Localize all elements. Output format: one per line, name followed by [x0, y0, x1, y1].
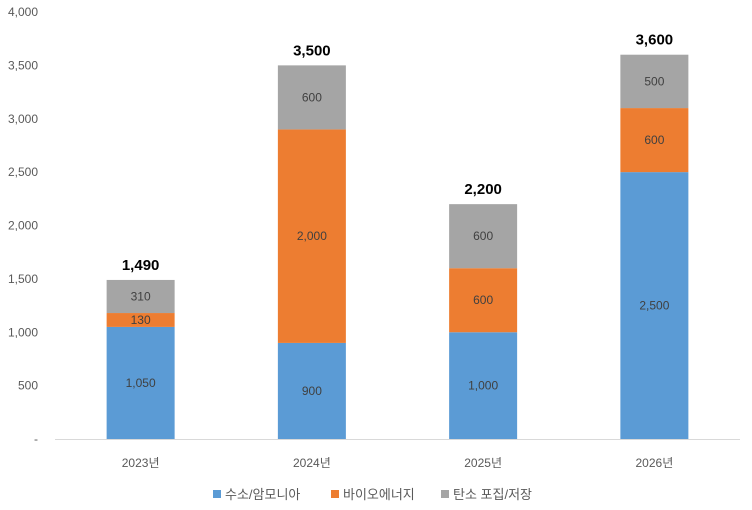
legend-swatch	[441, 490, 449, 498]
x-tick-label: 2023년	[122, 456, 160, 470]
y-tick-label: -	[34, 432, 38, 446]
bar-segment	[620, 54, 689, 109]
data-label: 500	[644, 74, 664, 88]
bar-segment	[449, 204, 518, 269]
data-label: 130	[131, 313, 151, 327]
y-tick-label: 1,000	[8, 325, 38, 339]
bar-segment	[277, 65, 346, 130]
data-label: 600	[473, 229, 493, 243]
data-label: 310	[131, 289, 151, 303]
bar-segment	[106, 326, 175, 439]
total-label: 2,200	[464, 181, 502, 198]
y-tick-label: 3,500	[8, 58, 38, 72]
total-label: 3,500	[293, 42, 331, 59]
data-label: 2,500	[639, 299, 669, 313]
data-label: 900	[302, 384, 322, 398]
legend-label: 바이오에너지	[343, 487, 415, 502]
legend-swatch	[213, 490, 221, 498]
bar-segment	[106, 279, 175, 314]
legend-label: 수소/암모니아	[225, 487, 300, 502]
legend-swatch	[331, 490, 339, 498]
total-label: 1,490	[122, 257, 160, 274]
bar-segment	[277, 342, 346, 439]
bar-segment	[620, 108, 689, 173]
data-label: 1,000	[468, 379, 498, 393]
data-label: 600	[302, 90, 322, 104]
bar-segment	[277, 129, 346, 343]
data-label: 600	[473, 293, 493, 307]
bar-segment	[106, 313, 175, 327]
legend-label: 탄소 포집/저장	[453, 487, 532, 502]
y-tick-label: 3,000	[8, 112, 38, 126]
x-tick-label: 2026년	[636, 456, 674, 470]
data-label: 1,050	[126, 376, 156, 390]
y-tick-label: 1,500	[8, 272, 38, 286]
x-tick-label: 2025년	[464, 456, 502, 470]
x-tick-label: 2024년	[293, 456, 331, 470]
y-tick-label: 500	[18, 379, 38, 393]
bar-segment	[449, 268, 518, 333]
y-tick-label: 2,000	[8, 219, 38, 233]
y-tick-label: 4,000	[8, 5, 38, 19]
y-tick-label: 2,500	[8, 165, 38, 179]
bar-segment	[620, 172, 689, 439]
bar-segment	[449, 332, 518, 439]
data-label: 600	[644, 133, 664, 147]
data-label: 2,000	[297, 229, 327, 243]
total-label: 3,600	[636, 32, 674, 49]
